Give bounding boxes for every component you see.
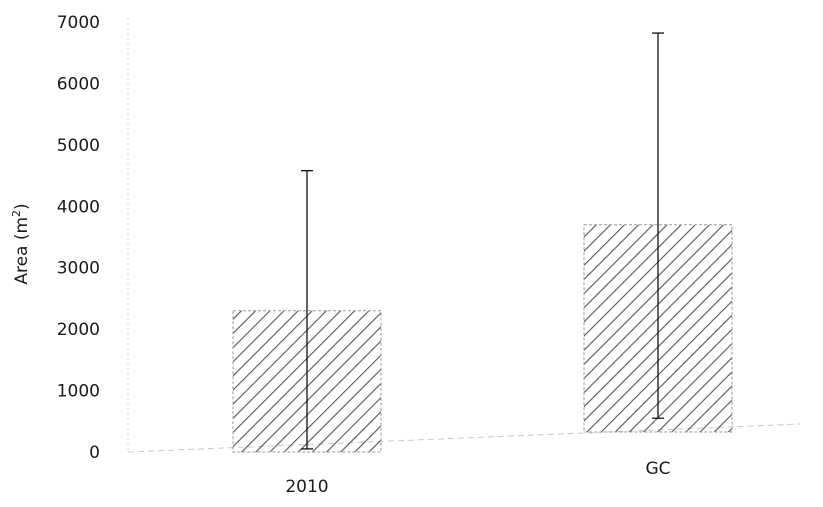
- y-tick-label: 0: [89, 443, 100, 463]
- y-tick-label: 2000: [57, 320, 100, 340]
- y-tick-labels: 0 1000 2000 3000 4000 5000 6000 7000: [57, 13, 100, 463]
- y-tick-label: 3000: [57, 259, 100, 279]
- y-axis-label: Area (m2): [10, 203, 32, 284]
- category-label: GC: [645, 459, 670, 479]
- category-labels: 2010 GC: [285, 459, 670, 497]
- y-tick-label: 6000: [57, 74, 100, 94]
- y-axis-label-close: ): [12, 203, 32, 210]
- y-tick-label: 5000: [57, 136, 100, 156]
- y-tick-label: 7000: [57, 13, 100, 33]
- y-tick-label: 4000: [57, 197, 100, 217]
- error-bars: [301, 32, 664, 450]
- y-axis-label-text: Area (m: [12, 217, 32, 285]
- y-axis-label-superscript: 2: [10, 210, 23, 217]
- y-tick-label: 1000: [57, 382, 100, 402]
- category-label: 2010: [285, 477, 328, 497]
